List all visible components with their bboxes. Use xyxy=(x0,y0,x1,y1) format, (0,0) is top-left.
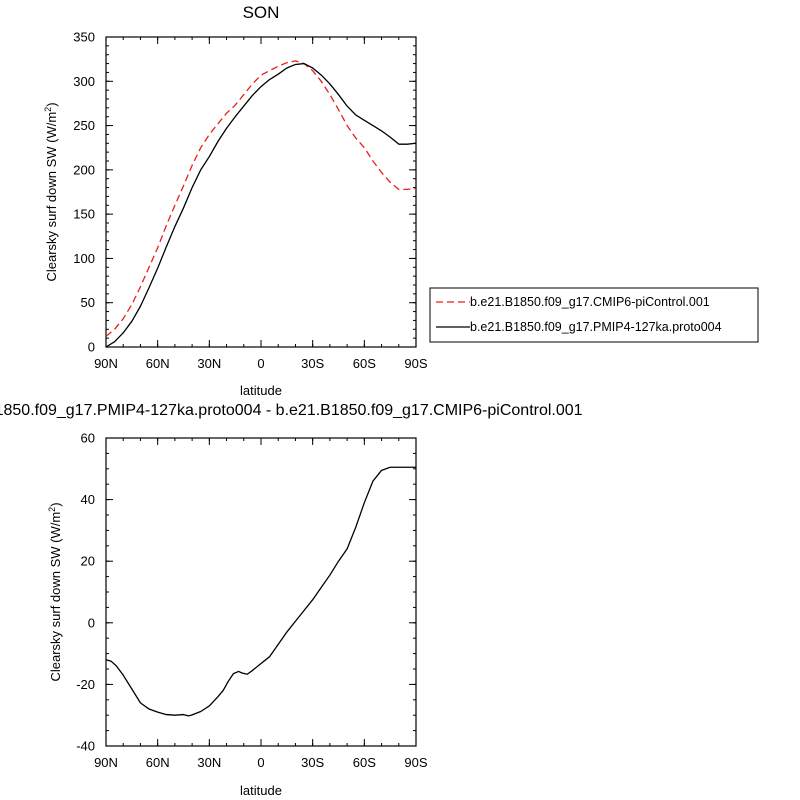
legend-label-127ka: b.e21.B1850.f09_g17.PMIP4-127ka.proto004 xyxy=(470,320,722,334)
p1-y-tick-label: 250 xyxy=(73,118,95,133)
bottom-panel: b.e21.B1850.f09_g17.PMIP4-127ka.proto004… xyxy=(0,402,583,798)
bottom-chart-title: b.e21.B1850.f09_g17.PMIP4-127ka.proto004… xyxy=(0,402,583,419)
p1-y-tick-label: 100 xyxy=(73,251,95,266)
p1-series-line-1 xyxy=(105,62,417,348)
p1-series-line-0 xyxy=(105,60,417,337)
p1-y-tick-label: 150 xyxy=(73,207,95,222)
top-y-axis-label-main: Clearsky surf down SW (W/m xyxy=(44,112,59,282)
p2-series-line-0 xyxy=(105,466,416,717)
p1-y-tick-label: 0 xyxy=(88,340,95,355)
p1-x-tick-label: 90S xyxy=(404,356,427,371)
p2-x-tick-label: 90S xyxy=(404,755,427,770)
p1-y-tick-label: 200 xyxy=(73,162,95,177)
bottom-y-axis-label-main: Clearsky surf down SW (W/m xyxy=(48,512,63,682)
top-x-axis-label: latitude xyxy=(240,383,282,398)
top-y-axis-label-sup: 2 xyxy=(43,107,53,112)
p1-x-tick-label: 30N xyxy=(197,356,221,371)
bottom-y-axis-label-sup: 2 xyxy=(47,507,57,512)
p2-plot-frame xyxy=(105,437,417,747)
p1-x-tick-label: 90N xyxy=(94,356,118,371)
p1-x-tick-label: 30S xyxy=(301,356,324,371)
p2-x-tick-label: 0 xyxy=(257,755,264,770)
top-y-axis-label-close: ) xyxy=(44,102,59,106)
p1-y-tick-label: 350 xyxy=(73,30,95,45)
legend-box xyxy=(429,287,759,343)
p1-y-tick-label: 300 xyxy=(73,74,95,89)
bottom-y-axis-label: Clearsky surf down SW (W/m2) xyxy=(47,502,63,681)
bottom-plot-area: -40 -20 0 20 40 60 90N 60N 30N 0 30S 60S 90S xyxy=(76,431,428,771)
p2-x-tick-label: 60N xyxy=(146,755,170,770)
p2-y-tick-label: 20 xyxy=(81,554,95,569)
p2-x-tick-label: 90N xyxy=(94,755,118,770)
p1-plot-frame xyxy=(105,36,417,348)
p1-y-tick-label: 50 xyxy=(81,295,95,310)
p1-x-tick-label: 0 xyxy=(257,356,264,371)
p2-x-tick-label: 30N xyxy=(197,755,221,770)
p1-x-tick-label: 60S xyxy=(353,356,376,371)
p2-y-tick-label: -20 xyxy=(76,677,95,692)
bottom-x-axis-label: latitude xyxy=(240,783,282,798)
p2-y-tick-label: 60 xyxy=(81,431,95,446)
p2-y-tick-label: 0 xyxy=(88,615,95,630)
top-chart-title: SON xyxy=(243,3,280,22)
p2-x-tick-label: 30S xyxy=(301,755,324,770)
legend: b.e21.B1850.f09_g17.CMIP6-piControl.001 … xyxy=(429,287,759,343)
top-y-axis-label: Clearsky surf down SW (W/m2) xyxy=(43,102,59,281)
p2-y-tick-label: -40 xyxy=(76,739,95,754)
p2-x-tick-label: 60S xyxy=(353,755,376,770)
top-plot-area: 0 50 100 150 200 250 300 350 90N 60N 30N 0 30S 60S 90S xyxy=(73,30,428,372)
p2-y-tick-label: 40 xyxy=(81,492,95,507)
bottom-y-axis-label-close: ) xyxy=(48,502,63,506)
p1-x-tick-label: 60N xyxy=(146,356,170,371)
legend-label-piControl: b.e21.B1850.f09_g17.CMIP6-piControl.001 xyxy=(470,295,710,309)
top-panel: SON 0 50 100 150 200 250 300 350 90N 60N 30N 0 30S 60… xyxy=(43,3,428,398)
